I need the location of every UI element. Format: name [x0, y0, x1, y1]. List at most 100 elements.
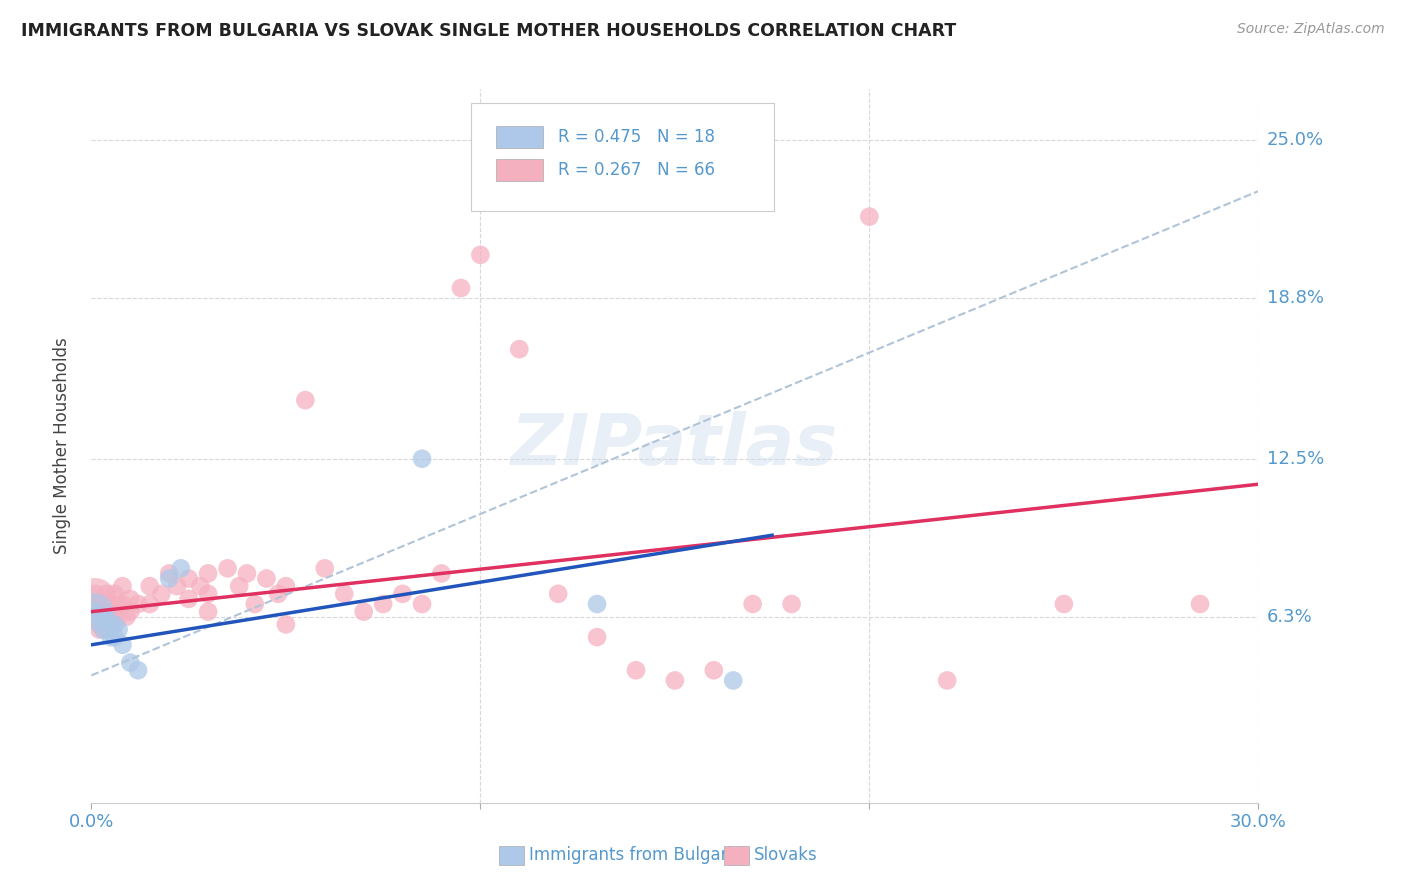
Point: [411, 597, 433, 611]
Point: [104, 605, 127, 619]
Text: Slovaks: Slovaks: [754, 847, 817, 864]
Point: [96, 612, 118, 626]
Point: [84, 587, 107, 601]
Point: [197, 566, 219, 581]
Bar: [496, 127, 543, 148]
Point: [197, 605, 219, 619]
Point: [89, 623, 111, 637]
Point: [100, 623, 122, 637]
Y-axis label: Single Mother Households: Single Mother Households: [52, 338, 70, 554]
Point: [104, 617, 127, 632]
Text: Immigrants from Bulgaria: Immigrants from Bulgaria: [529, 847, 742, 864]
Point: [91, 617, 114, 632]
Point: [166, 579, 188, 593]
Point: [96, 617, 118, 632]
Point: [936, 673, 959, 688]
Point: [111, 638, 134, 652]
Point: [100, 623, 122, 637]
Point: [1189, 597, 1212, 611]
Point: [170, 561, 193, 575]
Point: [664, 673, 686, 688]
Point: [411, 451, 433, 466]
Point: [1053, 597, 1076, 611]
Text: 12.5%: 12.5%: [1267, 450, 1324, 467]
Point: [741, 597, 763, 611]
Point: [138, 579, 162, 593]
Text: Source: ZipAtlas.com: Source: ZipAtlas.com: [1237, 22, 1385, 37]
Point: [111, 579, 134, 593]
Point: [586, 630, 609, 644]
Point: [84, 597, 107, 611]
Point: [243, 597, 266, 611]
Point: [107, 597, 129, 611]
Point: [96, 587, 118, 601]
Point: [150, 587, 173, 601]
Point: [89, 605, 111, 619]
Point: [84, 591, 107, 606]
Point: [111, 597, 134, 611]
Point: [100, 630, 122, 644]
Point: [274, 579, 297, 593]
Text: 6.3%: 6.3%: [1267, 607, 1312, 626]
Point: [371, 597, 394, 611]
Point: [177, 591, 200, 606]
Point: [100, 609, 122, 624]
Point: [723, 673, 745, 688]
Point: [294, 393, 316, 408]
Point: [157, 572, 180, 586]
Point: [91, 623, 114, 637]
Point: [127, 663, 149, 677]
Point: [157, 566, 180, 581]
Point: [353, 605, 375, 619]
Bar: [496, 159, 543, 180]
Point: [104, 617, 127, 632]
Point: [120, 591, 142, 606]
Text: IMMIGRANTS FROM BULGARIA VS SLOVAK SINGLE MOTHER HOUSEHOLDS CORRELATION CHART: IMMIGRANTS FROM BULGARIA VS SLOVAK SINGL…: [21, 22, 956, 40]
FancyBboxPatch shape: [471, 103, 775, 211]
Point: [104, 587, 127, 601]
Point: [104, 630, 127, 644]
Point: [858, 210, 880, 224]
Point: [450, 281, 472, 295]
Text: 18.8%: 18.8%: [1267, 289, 1323, 307]
Point: [107, 623, 129, 637]
Point: [430, 566, 453, 581]
Point: [267, 587, 290, 601]
Point: [314, 561, 336, 575]
Point: [115, 609, 138, 624]
Point: [217, 561, 239, 575]
Point: [547, 587, 569, 601]
Point: [391, 587, 413, 601]
Point: [89, 617, 111, 632]
Point: [228, 579, 250, 593]
Point: [91, 597, 114, 611]
Point: [197, 587, 219, 601]
Point: [91, 609, 114, 624]
Point: [120, 656, 142, 670]
Point: [703, 663, 725, 677]
Point: [91, 623, 114, 637]
Point: [780, 597, 803, 611]
Point: [236, 566, 259, 581]
Point: [188, 579, 211, 593]
Point: [333, 587, 356, 601]
Point: [84, 605, 107, 619]
Point: [96, 605, 118, 619]
Point: [586, 597, 609, 611]
Point: [138, 597, 162, 611]
Text: ZIPatlas: ZIPatlas: [512, 411, 838, 481]
Point: [177, 572, 200, 586]
Point: [470, 248, 492, 262]
Point: [100, 597, 122, 611]
Text: 25.0%: 25.0%: [1267, 131, 1324, 149]
Point: [120, 605, 142, 619]
Point: [624, 663, 647, 677]
Text: R = 0.475   N = 18: R = 0.475 N = 18: [558, 128, 716, 146]
Point: [127, 597, 149, 611]
Point: [84, 605, 107, 619]
Point: [256, 572, 278, 586]
Point: [89, 609, 111, 624]
Text: R = 0.267   N = 66: R = 0.267 N = 66: [558, 161, 716, 178]
Point: [107, 609, 129, 624]
Point: [508, 342, 530, 356]
